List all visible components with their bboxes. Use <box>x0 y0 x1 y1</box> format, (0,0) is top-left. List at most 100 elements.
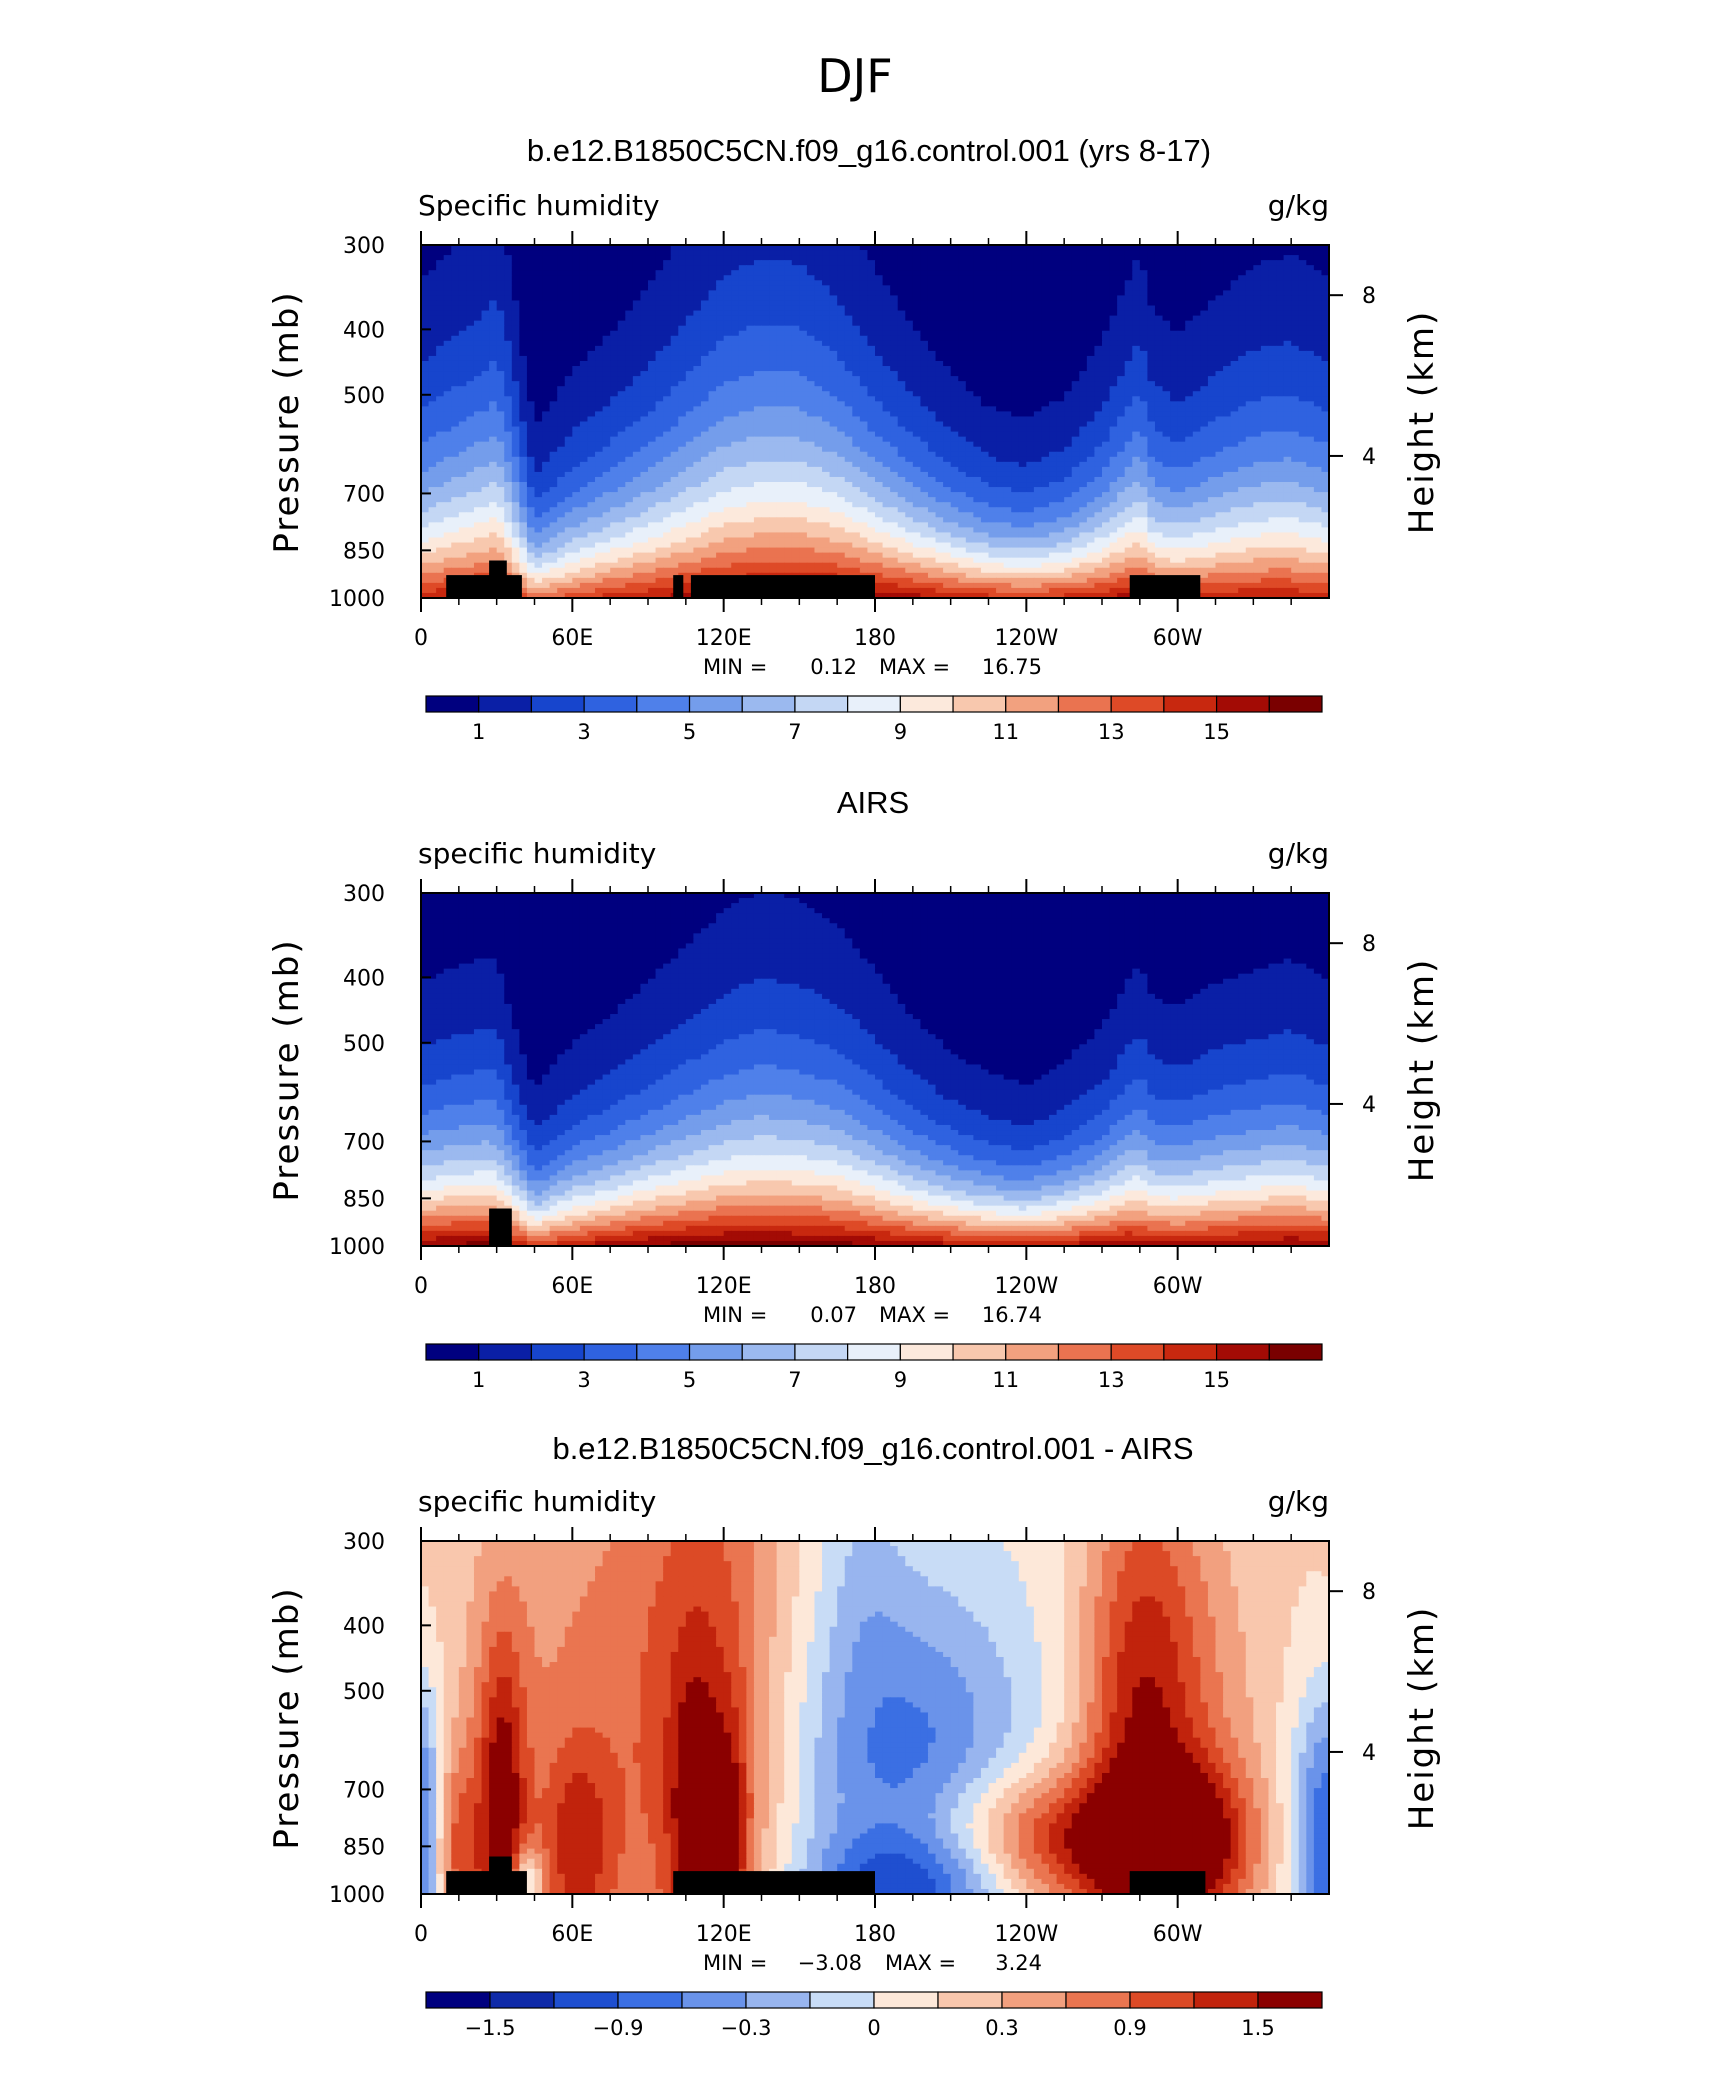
field-cell <box>1170 330 1179 337</box>
field-cell <box>1102 325 1111 332</box>
field-cell <box>587 325 596 332</box>
field-cell <box>814 376 823 382</box>
field-cell <box>572 381 581 387</box>
field-cell <box>670 325 679 332</box>
field-cell <box>534 335 543 342</box>
field-cell <box>1117 345 1126 352</box>
field-cell <box>1079 260 1088 266</box>
field-cell <box>549 416 558 423</box>
field-cell <box>753 376 763 382</box>
field-cell <box>1079 290 1088 297</box>
field-cell <box>466 245 475 251</box>
field-cell <box>640 325 649 332</box>
field-cell <box>579 441 589 448</box>
field-cell <box>1177 245 1186 251</box>
field-cell <box>451 360 460 367</box>
field-cell <box>655 280 664 286</box>
field-cell <box>1094 386 1103 392</box>
field-cell <box>1003 421 1012 428</box>
field-cell <box>822 295 831 302</box>
field-cell <box>943 335 952 342</box>
field-cell <box>579 416 589 423</box>
field-cell <box>1177 305 1186 312</box>
field-cell <box>1230 250 1239 256</box>
field-cell <box>829 255 838 261</box>
field-cell <box>943 411 952 418</box>
field-cell <box>1230 285 1239 291</box>
field-cell <box>1124 260 1133 266</box>
field-cell <box>875 396 884 402</box>
field-cell <box>988 446 997 453</box>
field-cell <box>1102 320 1111 327</box>
field-cell <box>973 416 982 423</box>
field-cell <box>1139 265 1148 271</box>
field-cell <box>451 305 460 312</box>
field-cell <box>1162 436 1171 443</box>
field-cell <box>1041 280 1050 286</box>
field-cell <box>738 376 747 382</box>
field-cell <box>685 451 694 458</box>
field-cell <box>769 416 778 423</box>
field-cell <box>859 441 869 448</box>
field-cell <box>746 426 755 433</box>
field-cell <box>799 245 808 251</box>
field-cell <box>950 376 959 382</box>
field-cell <box>1238 421 1247 428</box>
field-cell <box>1071 275 1080 281</box>
field-cell <box>572 391 581 397</box>
field-cell <box>617 340 626 347</box>
field-cell <box>829 381 838 387</box>
field-cell <box>579 275 589 281</box>
field-cell <box>784 270 793 276</box>
field-cell <box>890 330 899 337</box>
field-cell <box>1147 305 1156 312</box>
field-cell <box>875 285 884 291</box>
field-cell <box>632 315 642 322</box>
field-cell <box>648 280 657 286</box>
field-cell <box>1003 360 1012 367</box>
field-cell <box>443 300 452 307</box>
field-cell <box>1102 315 1111 322</box>
field-cell <box>1313 446 1323 453</box>
field-cell <box>587 330 596 337</box>
field-cell <box>557 411 566 418</box>
field-cell <box>965 426 974 433</box>
field-cell <box>534 376 543 382</box>
field-cell <box>663 255 672 261</box>
field-cell <box>920 350 929 357</box>
field-cell <box>443 290 452 297</box>
field-cell <box>1056 391 1065 397</box>
field-cell <box>776 441 785 448</box>
field-cell <box>776 421 785 428</box>
field-cell <box>882 371 891 377</box>
field-cell <box>481 355 490 362</box>
field-cell <box>1253 406 1262 413</box>
field-cell <box>814 366 823 372</box>
field-cell <box>466 310 475 317</box>
field-cell <box>648 330 657 337</box>
field-cell <box>753 270 763 276</box>
field-cell <box>443 330 452 337</box>
field-cell <box>965 421 974 428</box>
field-cell <box>648 376 657 382</box>
field-cell <box>716 295 725 302</box>
field-cell <box>1102 381 1111 387</box>
field-cell <box>1170 335 1179 342</box>
field-cell <box>519 446 528 453</box>
field-cell <box>859 250 869 256</box>
field-cell <box>443 335 452 342</box>
field-cell <box>859 330 869 337</box>
field-cell <box>905 451 914 458</box>
field-cell <box>458 431 467 438</box>
field-cell <box>738 310 747 317</box>
field-cell <box>935 285 944 291</box>
field-cell <box>511 280 520 286</box>
field-cell <box>852 295 861 302</box>
field-cell <box>716 345 725 352</box>
field-cell <box>685 345 694 352</box>
field-cell <box>640 386 649 392</box>
field-cell <box>1245 350 1254 357</box>
field-cell <box>1026 396 1035 402</box>
field-cell <box>1230 315 1239 322</box>
field-cell <box>912 245 921 251</box>
